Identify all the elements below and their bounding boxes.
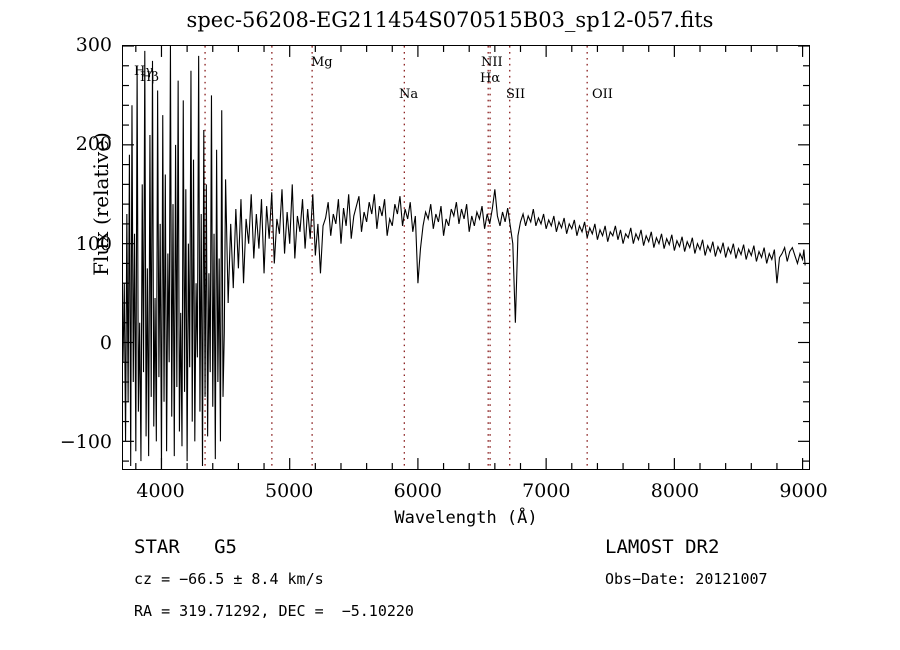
y-tick-label: −100: [59, 431, 112, 454]
line-label-nii: NII: [481, 55, 503, 70]
survey-name-text: LAMOST DR2: [605, 536, 720, 558]
x-tick-label: 6000: [393, 480, 442, 502]
obs-date-text: Obs−Date: 20121007: [605, 570, 768, 588]
object-class-text: STAR G5: [134, 536, 237, 558]
redshift-velocity-text: cz = −66.5 ± 8.4 km/s: [134, 570, 324, 588]
y-tick-label: 200: [75, 133, 112, 156]
y-tick-label: 300: [75, 34, 112, 56]
page-title: spec-56208-EG211454S070515B03_sp12-057.f…: [186, 8, 714, 32]
x-tick-label: 4000: [136, 480, 185, 502]
line-label-oii: OII: [592, 87, 613, 102]
spectrum-chart: [123, 46, 809, 469]
x-tick-label: 9000: [779, 480, 828, 502]
line-label-na: Na: [399, 87, 419, 102]
footer-right-block: LAMOST DR2 Obs−Date: 20121007: [605, 534, 885, 592]
y-tick-label: 0: [99, 331, 112, 354]
footer-left-block: STAR G5 cz = −66.5 ± 8.4 km/s RA = 319.7…: [134, 534, 574, 624]
line-label-h: Hα: [480, 71, 501, 86]
coordinates-text: RA = 319.71292, DEC = −5.10220: [134, 602, 414, 620]
y-tick-label: 100: [75, 232, 112, 255]
x-tick-label: 5000: [264, 480, 314, 502]
plot-frame: [122, 45, 810, 470]
y-axis-title: Flux (relative): [89, 132, 113, 276]
line-label-sii: SII: [506, 87, 526, 102]
line-label-mg: Mg: [311, 55, 333, 70]
line-label-h: Hβ: [140, 70, 159, 85]
x-tick-label: 7000: [522, 480, 571, 502]
x-axis-title: Wavelength (Å): [394, 508, 538, 528]
x-tick-label: 8000: [650, 480, 700, 502]
line-label-h: Hγ: [134, 64, 154, 79]
